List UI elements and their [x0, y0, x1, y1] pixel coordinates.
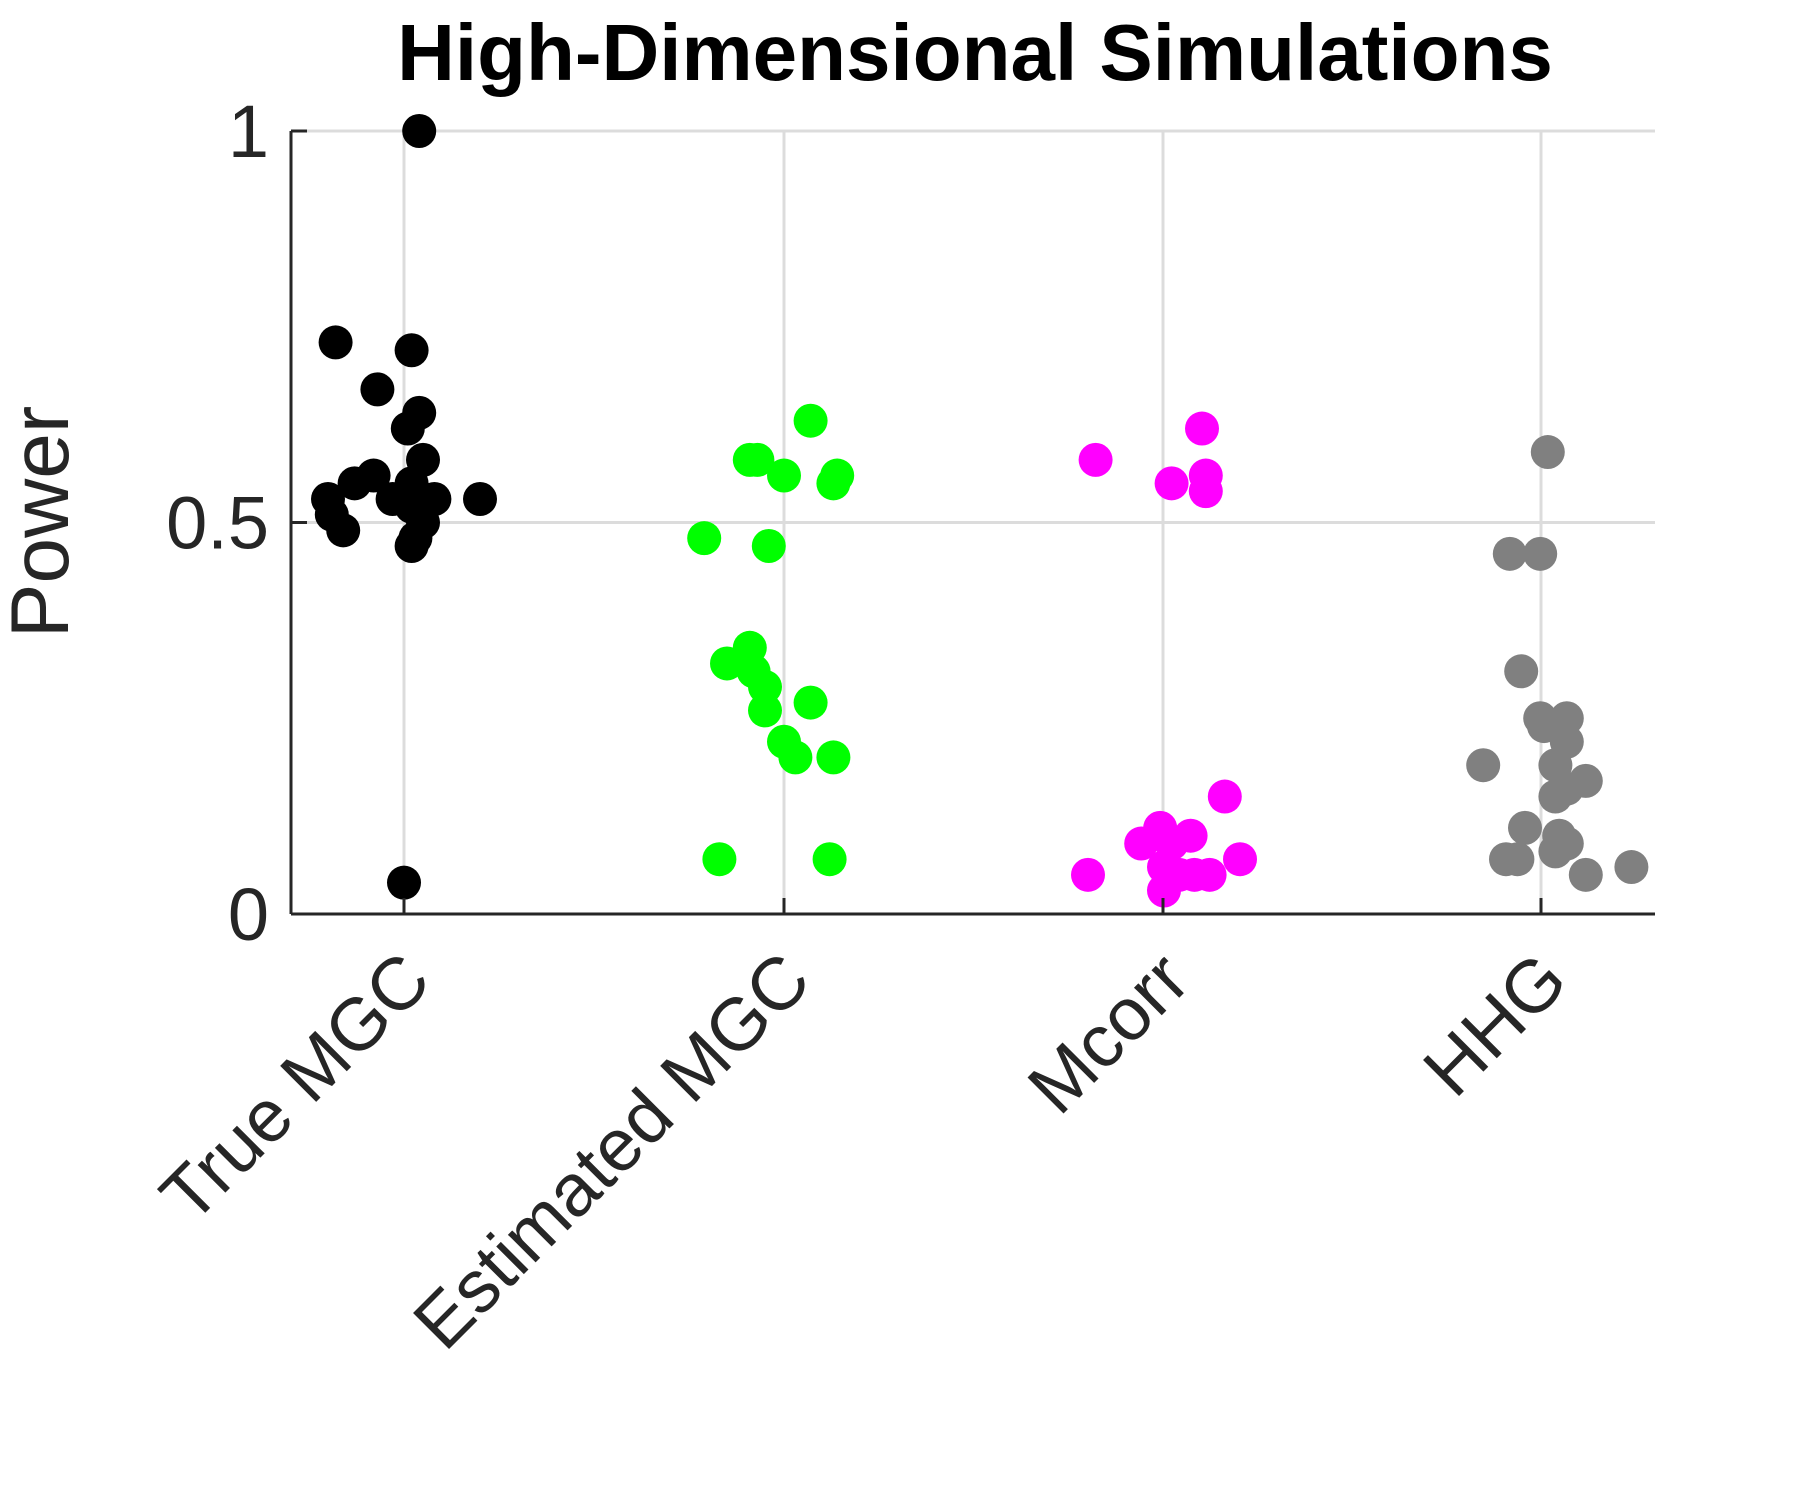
data-point [816, 740, 851, 775]
data-point [1223, 842, 1257, 877]
data-point [748, 669, 782, 704]
data-point [387, 865, 421, 900]
data-point [1538, 779, 1573, 814]
data-point [1207, 779, 1242, 814]
data-point [687, 521, 722, 556]
data-point [1078, 442, 1113, 477]
data-point [740, 442, 775, 477]
data-point [390, 411, 425, 446]
data-points [311, 114, 1649, 908]
data-point [816, 466, 851, 501]
x-tick-label: Mcorr [1012, 937, 1204, 1129]
grid [291, 129, 1655, 914]
x-tick-label: True MGC [144, 937, 445, 1238]
data-point [1504, 654, 1539, 689]
y-tick-label: 0.5 [166, 482, 269, 565]
data-point [1147, 873, 1181, 908]
data-point [1188, 474, 1223, 509]
data-point [337, 466, 372, 501]
data-point [751, 528, 786, 563]
data-point [1466, 748, 1501, 783]
data-point [318, 325, 353, 360]
data-point [710, 646, 744, 681]
data-point [463, 482, 497, 517]
y-axis-label: Power [0, 406, 86, 638]
data-point [793, 685, 828, 720]
y-tick-label: 1 [228, 90, 269, 173]
data-point [767, 458, 801, 493]
data-point [1154, 466, 1189, 501]
data-point [394, 528, 429, 563]
data-point [1508, 810, 1542, 845]
data-point [812, 842, 847, 877]
data-point [1192, 857, 1227, 892]
data-point [1530, 435, 1565, 470]
data-point [702, 842, 737, 877]
data-point [1071, 857, 1105, 892]
data-point [793, 403, 828, 438]
y-tick-label: 0 [228, 873, 269, 956]
x-tick-label: Estimated MGC [397, 937, 825, 1365]
data-point [1523, 536, 1558, 571]
data-point [748, 693, 782, 728]
data-point [326, 513, 361, 548]
data-point [1124, 826, 1159, 861]
data-point [1614, 850, 1649, 885]
data-point [1500, 842, 1535, 877]
data-point [1492, 536, 1527, 571]
chart-title: High-Dimensional Simulations [397, 8, 1553, 97]
data-point [394, 333, 429, 368]
x-tick-label: HHG [1407, 937, 1582, 1112]
data-point [1538, 834, 1573, 869]
data-point [360, 372, 395, 407]
data-point [1185, 411, 1219, 446]
data-point [1568, 857, 1603, 892]
data-point [778, 740, 813, 775]
data-point [402, 114, 437, 148]
